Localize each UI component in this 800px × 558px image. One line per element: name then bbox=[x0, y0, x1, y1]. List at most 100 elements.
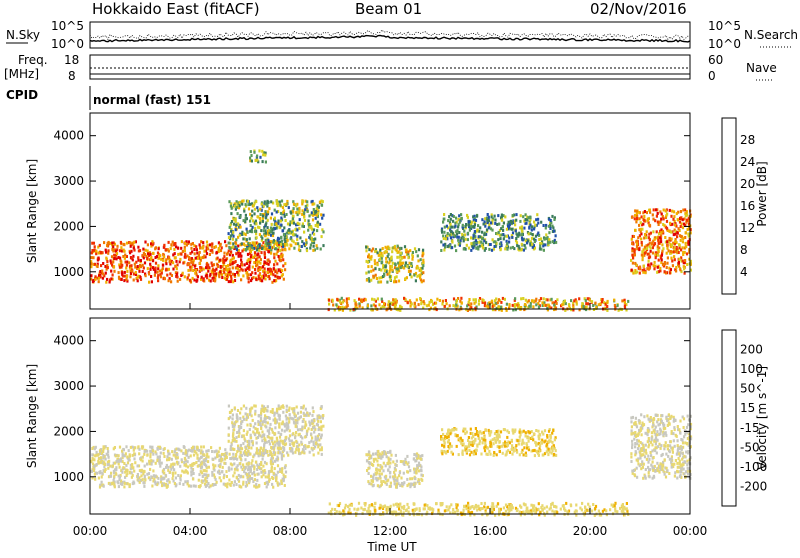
echo-cell bbox=[452, 304, 454, 307]
echo-cell bbox=[183, 461, 185, 464]
echo-cell bbox=[631, 242, 633, 245]
echo-cell bbox=[130, 245, 132, 248]
echo-cell bbox=[531, 237, 533, 240]
echo-cell bbox=[673, 215, 675, 218]
echo-cell bbox=[268, 470, 270, 473]
echo-cell bbox=[647, 218, 649, 221]
echo-cell bbox=[255, 258, 257, 261]
echo-cell bbox=[511, 453, 513, 456]
echo-cell bbox=[100, 456, 102, 459]
echo-cell bbox=[473, 225, 475, 228]
echo-cell bbox=[301, 202, 303, 205]
echo-cell bbox=[271, 437, 273, 440]
echo-cell bbox=[477, 434, 479, 437]
echo-cell bbox=[123, 485, 125, 488]
echo-cell bbox=[642, 271, 644, 274]
echo-cell bbox=[233, 218, 235, 221]
echo-cell bbox=[275, 222, 277, 225]
echo-cell bbox=[198, 479, 200, 482]
echo-cell bbox=[661, 243, 663, 246]
echo-cell bbox=[417, 259, 419, 262]
echo-cell bbox=[230, 275, 232, 278]
echo-cell bbox=[642, 223, 644, 226]
echo-cell bbox=[205, 266, 207, 269]
echo-cell bbox=[276, 253, 278, 256]
echo-cell bbox=[534, 224, 536, 227]
echo-cell bbox=[515, 237, 517, 240]
echo-cell bbox=[95, 446, 97, 449]
echo-cell bbox=[232, 435, 234, 438]
echo-cell bbox=[163, 452, 165, 455]
echo-cell bbox=[470, 441, 472, 444]
echo-cell bbox=[154, 450, 156, 453]
echo-cell bbox=[248, 468, 250, 471]
echo-cell bbox=[249, 237, 251, 240]
echo-cell bbox=[155, 483, 157, 486]
echo-cell bbox=[410, 262, 412, 265]
echo-cell bbox=[260, 471, 262, 474]
echo-cell bbox=[233, 256, 235, 259]
echo-cell bbox=[536, 213, 538, 216]
echo-cell bbox=[171, 458, 173, 461]
echo-cell bbox=[253, 485, 255, 488]
echo-cell bbox=[195, 269, 197, 272]
echo-cell bbox=[454, 222, 456, 225]
echo-cell bbox=[121, 278, 123, 281]
echo-cell bbox=[528, 440, 530, 443]
echo-cell bbox=[283, 233, 285, 236]
echo-cell bbox=[149, 263, 151, 266]
echo-cell bbox=[649, 245, 651, 248]
echo-cell bbox=[230, 259, 232, 262]
echo-cell bbox=[245, 407, 247, 410]
echo-cell bbox=[225, 273, 227, 276]
echo-cell bbox=[268, 207, 270, 210]
echo-cell bbox=[157, 252, 159, 255]
echo-cell bbox=[209, 243, 211, 246]
echo-cell bbox=[149, 456, 151, 459]
echo-cell bbox=[481, 231, 483, 234]
echo-cell bbox=[273, 256, 275, 259]
echo-cell bbox=[493, 304, 495, 307]
echo-cell bbox=[490, 243, 492, 246]
echo-cell bbox=[420, 302, 422, 305]
echo-cell bbox=[267, 239, 269, 242]
echo-cell bbox=[256, 464, 258, 467]
echo-cell bbox=[419, 273, 421, 276]
echo-cell bbox=[346, 300, 348, 303]
echo-cell bbox=[666, 252, 668, 255]
echo-cell bbox=[389, 485, 391, 488]
echo-cell bbox=[294, 228, 296, 231]
echo-cell bbox=[315, 224, 317, 227]
echo-cell bbox=[365, 298, 367, 301]
echo-cell bbox=[103, 462, 105, 465]
echo-cell bbox=[307, 210, 309, 213]
echo-cell bbox=[260, 412, 262, 415]
echo-cell bbox=[145, 249, 147, 252]
echo-cell bbox=[133, 241, 135, 244]
echo-cell bbox=[95, 252, 97, 255]
echo-cell bbox=[228, 466, 230, 469]
echo-cell bbox=[653, 264, 655, 267]
echo-cell bbox=[465, 238, 467, 241]
echo-cell bbox=[254, 413, 256, 416]
echo-cell bbox=[230, 448, 232, 451]
echo-cell bbox=[393, 280, 395, 283]
echo-cell bbox=[511, 228, 513, 231]
echo-cell bbox=[490, 431, 492, 434]
echo-cell bbox=[521, 226, 523, 229]
echo-cell bbox=[322, 214, 324, 217]
echo-cell bbox=[305, 423, 307, 426]
echo-cell bbox=[366, 279, 368, 282]
echo-cell bbox=[406, 455, 408, 458]
echo-cell bbox=[654, 253, 656, 256]
echo-cell bbox=[229, 247, 231, 250]
echo-cell bbox=[208, 449, 210, 452]
echo-cell bbox=[670, 250, 672, 253]
echo-cell bbox=[259, 233, 261, 236]
echo-cell bbox=[150, 258, 152, 261]
echo-cell bbox=[490, 221, 492, 224]
echo-cell bbox=[247, 267, 249, 270]
echo-cell bbox=[245, 452, 247, 455]
echo-cell bbox=[189, 279, 191, 282]
echo-cell bbox=[348, 297, 350, 300]
